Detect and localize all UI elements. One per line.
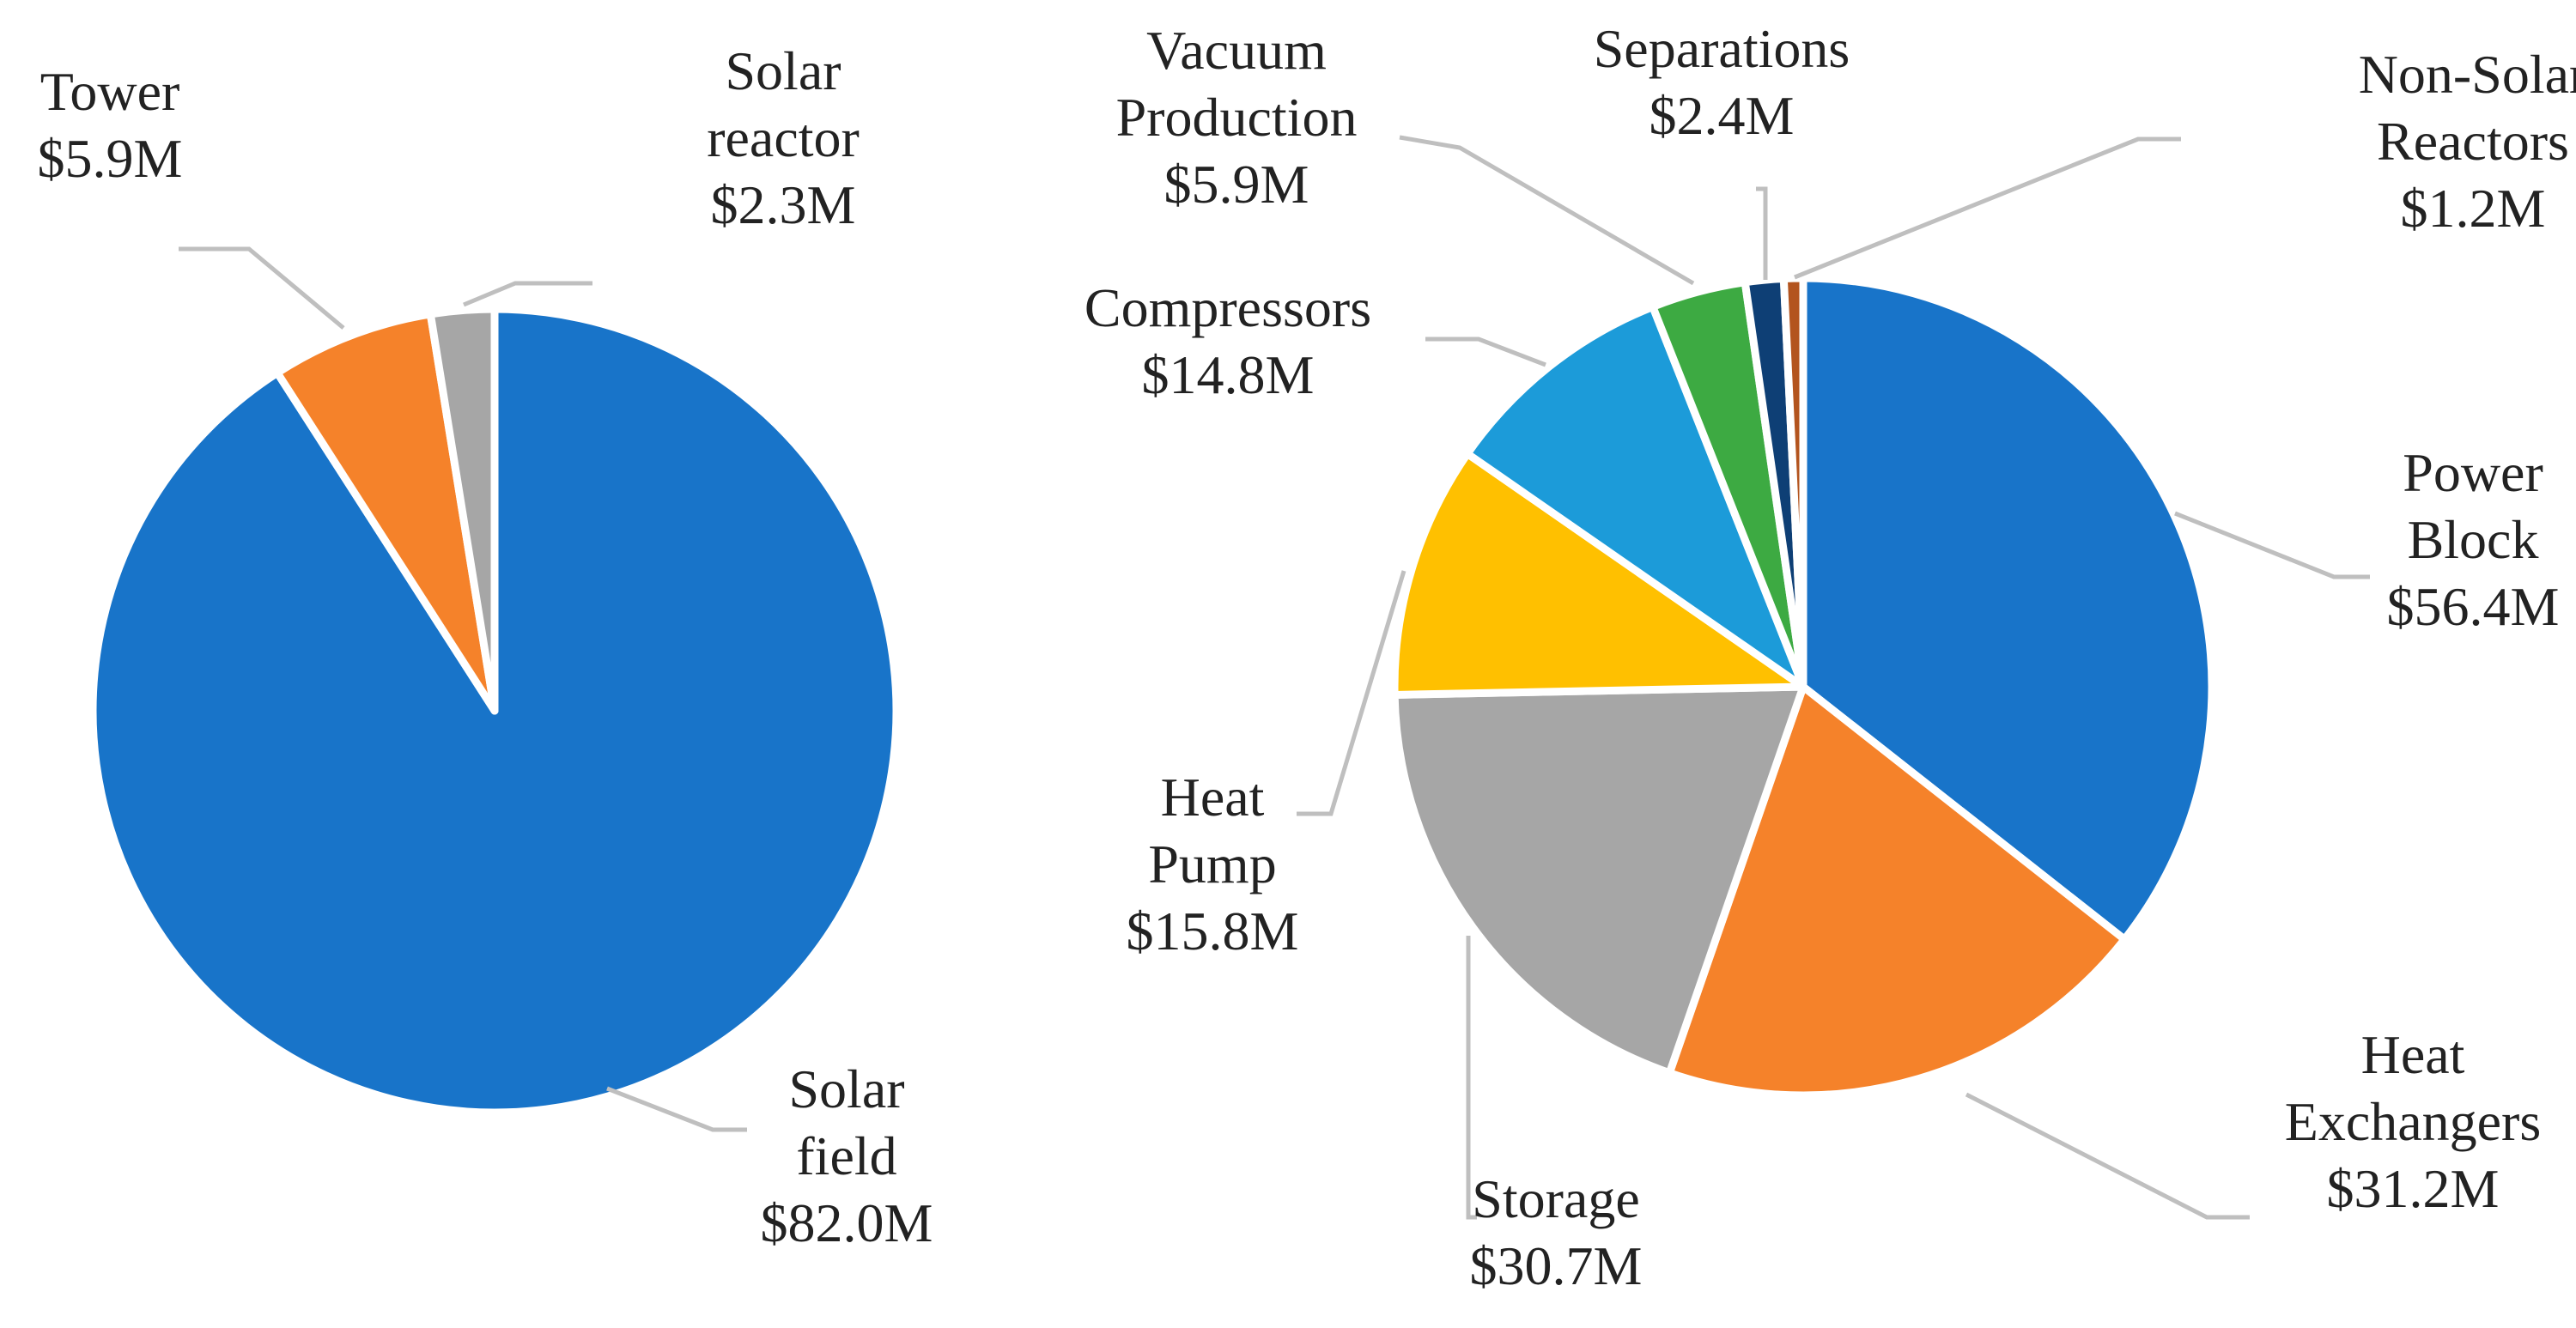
- data-label-name: Tower: [40, 61, 180, 122]
- data-label-vacuum-production: Vacuum Production $5.9M: [1116, 20, 1358, 215]
- data-label-name: Solar: [788, 1058, 904, 1119]
- data-label-name: Non-Solar: [2359, 44, 2576, 105]
- data-label-name: reactor: [707, 107, 860, 168]
- data-label-heat-exchangers: Heat Exchangers $31.2M: [2285, 1024, 2542, 1219]
- data-label-name: field: [796, 1125, 896, 1186]
- data-label-name: Pump: [1148, 834, 1276, 894]
- data-label-name: Heat: [2361, 1024, 2465, 1085]
- data-label-value: $2.3M: [711, 174, 856, 235]
- data-label-name: Vacuum: [1146, 20, 1327, 81]
- pie-slice-storage: [1390, 682, 1807, 1077]
- data-label-value: $30.7M: [1470, 1235, 1643, 1296]
- data-label-value: $31.2M: [2327, 1158, 2500, 1219]
- data-label-value: $5.9M: [1164, 154, 1309, 215]
- pie-slice-compressors: [1463, 302, 1807, 691]
- leader-line-non-solar-reactors: [1794, 136, 2181, 280]
- pie-slice-heat-exchangers: [1665, 682, 2129, 1100]
- leader-line-vacuum-production: [1399, 135, 1695, 286]
- data-label-name: Block: [2408, 509, 2539, 570]
- data-label-non-solar-reactors: Non-Solar Reactors $1.2M: [2359, 44, 2576, 239]
- leader-line-heat-exchangers: [1965, 1092, 2250, 1220]
- leader-line-compressors: [1425, 337, 1546, 367]
- data-label-heat-pump: Heat Pump $15.8M: [1127, 767, 1299, 961]
- data-label-storage: Storage $30.7M: [1470, 1168, 1643, 1296]
- leader-line-tower: [179, 246, 345, 330]
- data-label-name: Solar: [725, 40, 841, 101]
- data-label-tower: Tower $5.9M: [38, 61, 183, 189]
- pie-slice-power-block: [1799, 274, 2216, 943]
- pie-slice-solar-reactor: [426, 305, 499, 715]
- data-label-value: $56.4M: [2387, 576, 2560, 637]
- data-label-power-block: Power Block $56.4M: [2387, 442, 2560, 637]
- leader-line-solar-field: [606, 1086, 747, 1132]
- pie-slice-tower: [273, 310, 499, 715]
- data-label-separations: Separations $2.4M: [1594, 18, 1850, 146]
- data-label-solar-field: Solar field $82.0M: [761, 1058, 933, 1253]
- data-label-compressors: Compressors $14.8M: [1084, 277, 1371, 405]
- data-label-value: $14.8M: [1142, 344, 1315, 405]
- data-label-solar-reactor: Solar reactor $2.3M: [707, 40, 860, 235]
- data-label-name: Reactors: [2377, 111, 2569, 172]
- leader-line-heat-pump: [1297, 570, 1406, 816]
- data-label-value: $82.0M: [761, 1192, 933, 1253]
- pie-slice-heat-pump: [1390, 450, 1807, 699]
- leader-line-power-block: [2174, 511, 2370, 579]
- data-label-name: Power: [2403, 442, 2543, 503]
- data-label-name: Exchangers: [2285, 1091, 2542, 1152]
- data-label-value: $2.4M: [1649, 85, 1795, 146]
- data-label-name: Heat: [1161, 767, 1265, 828]
- data-label-value: $5.9M: [38, 128, 183, 189]
- leader-line-storage: [1466, 936, 1477, 1220]
- data-label-name: Compressors: [1084, 277, 1371, 338]
- data-label-value: $15.8M: [1127, 900, 1299, 961]
- data-label-name: Separations: [1594, 18, 1850, 79]
- data-label-name: Production: [1116, 87, 1358, 148]
- pie-slice-non-solar-reactors: [1779, 274, 1807, 691]
- data-label-name: Storage: [1472, 1168, 1640, 1229]
- data-label-value: $1.2M: [2401, 178, 2546, 239]
- leader-line-separations: [1756, 186, 1768, 280]
- leader-line-solar-reactor: [463, 281, 592, 307]
